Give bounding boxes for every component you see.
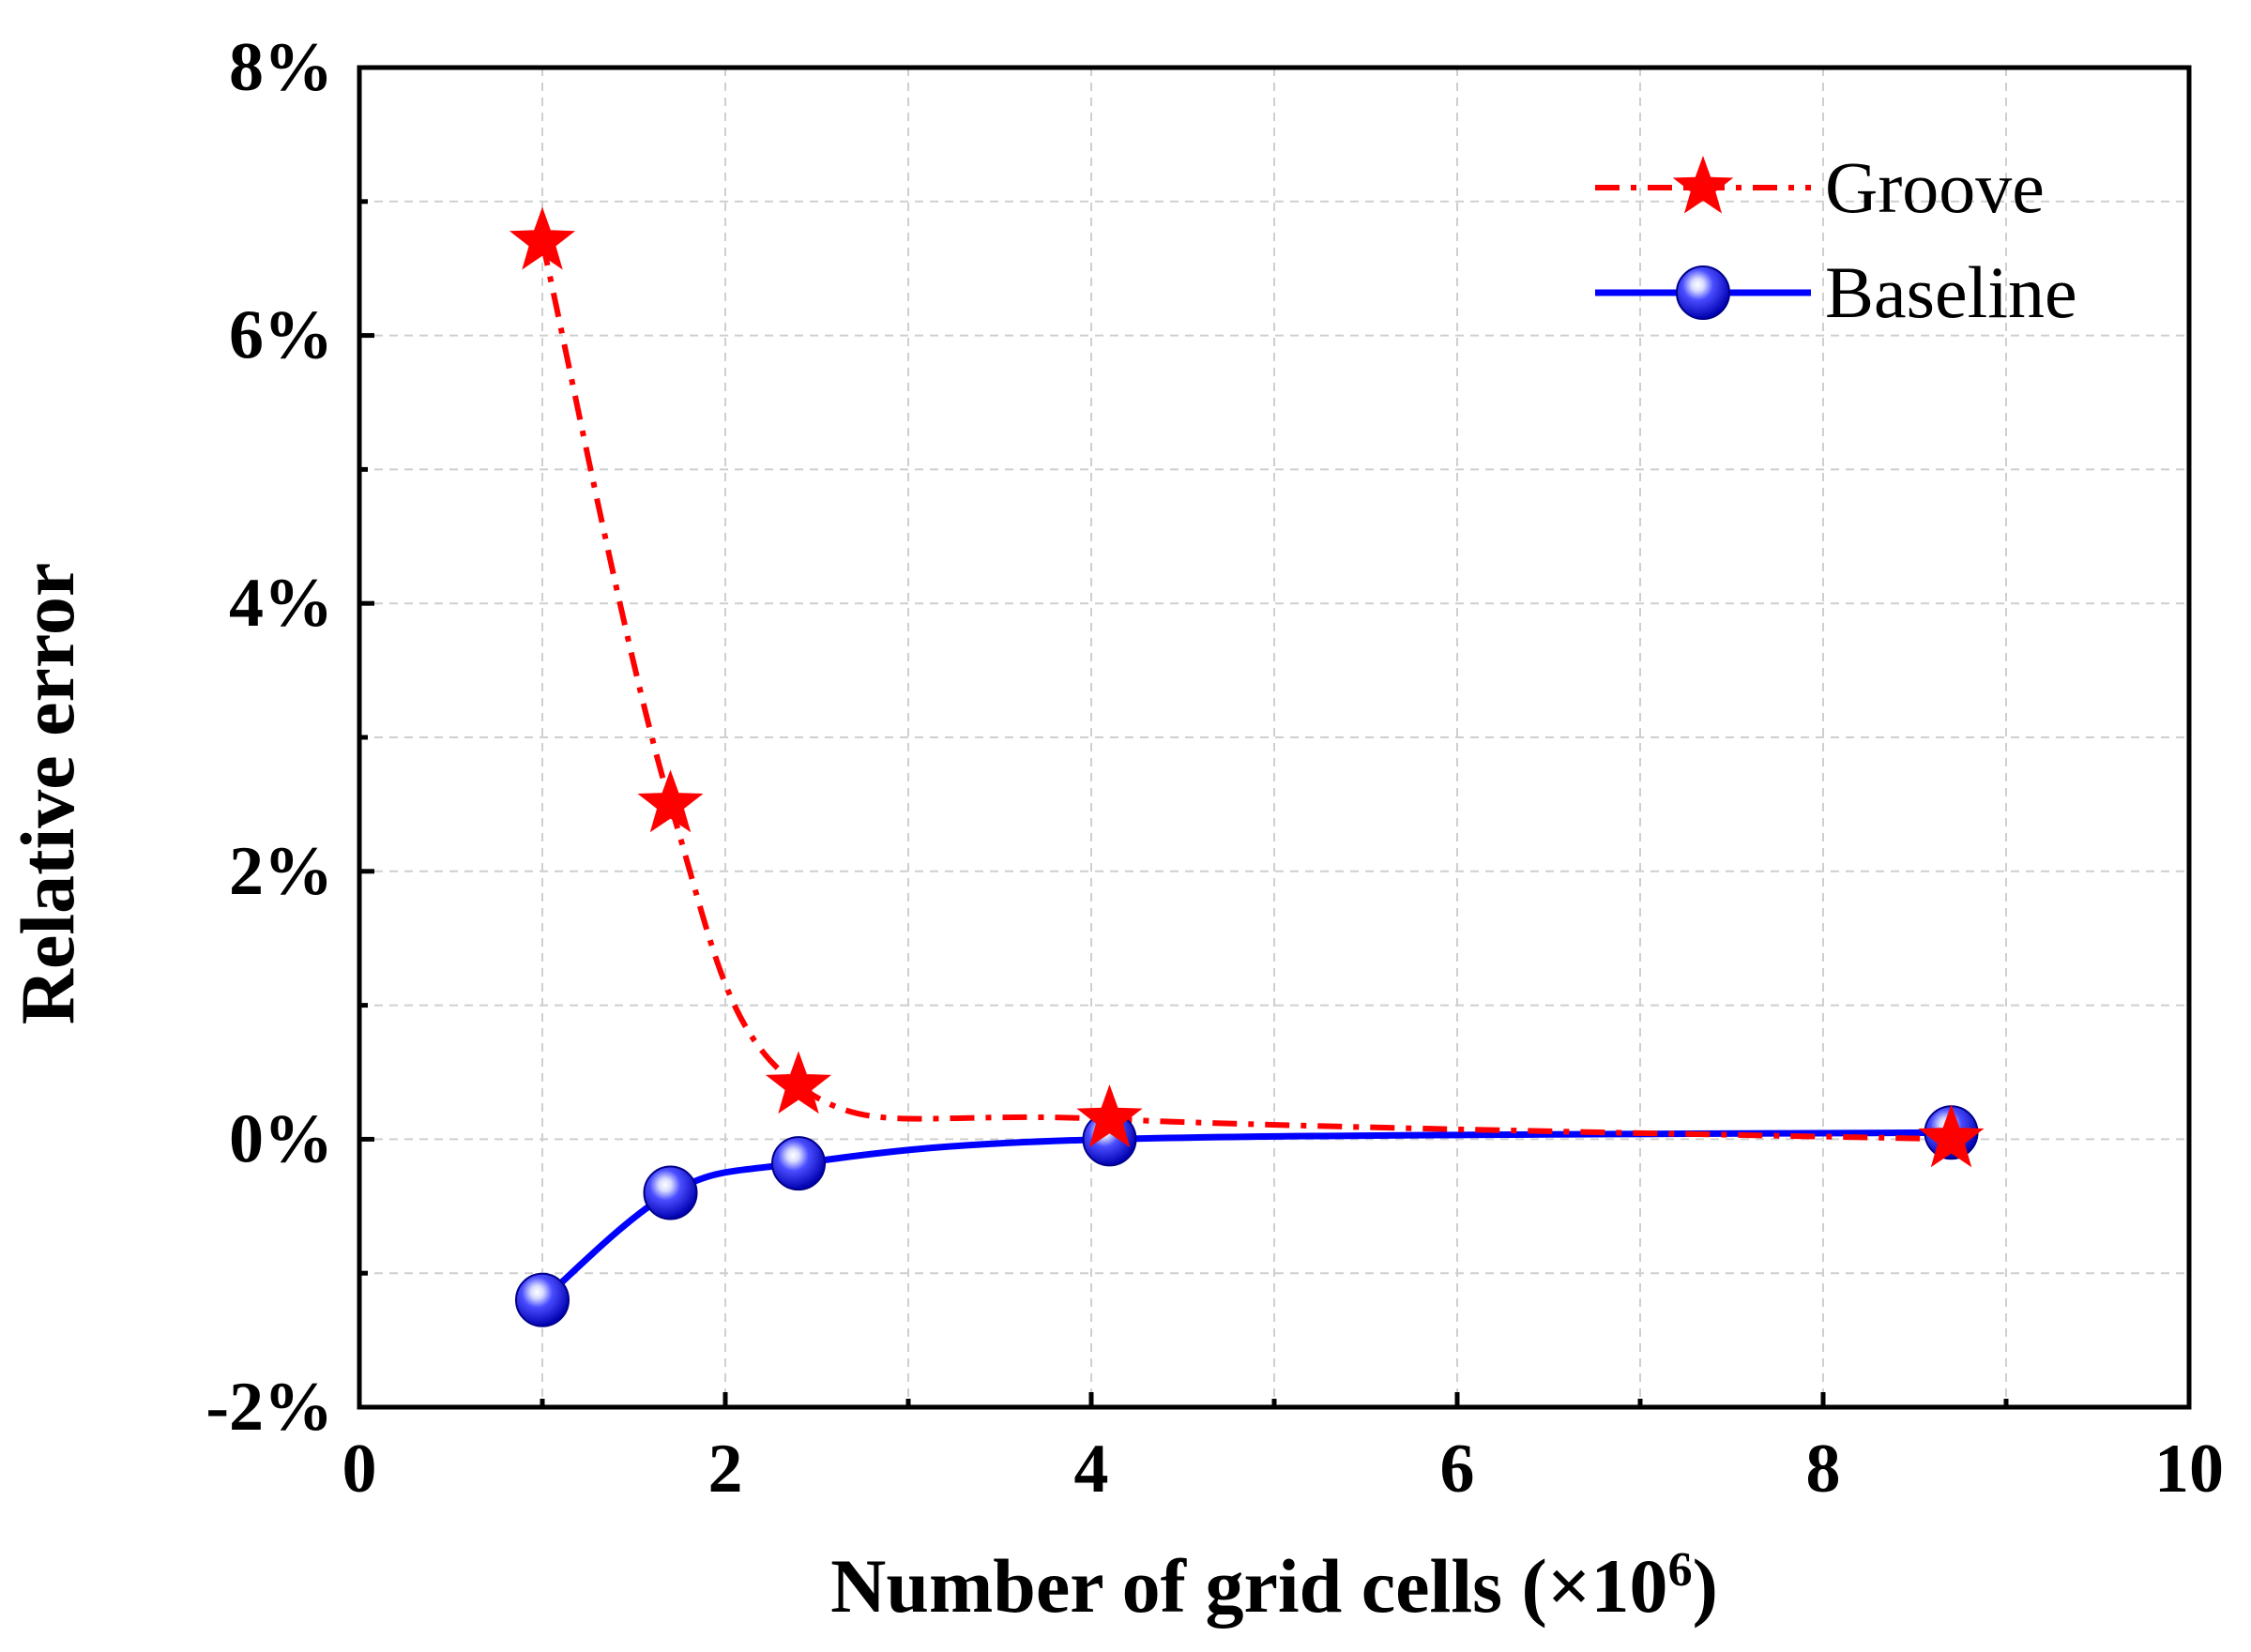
data-point-groove bbox=[1918, 1104, 1985, 1168]
x-tick-label: 0 bbox=[342, 1431, 377, 1508]
legend: Groove Baseline bbox=[1595, 146, 2077, 333]
data-point-groove bbox=[1076, 1084, 1143, 1147]
series-lines bbox=[540, 240, 1952, 1303]
x-axis-title-main: Number of grid cells (×10 bbox=[830, 1543, 1667, 1629]
x-tick-label: 2 bbox=[708, 1431, 743, 1508]
y-tick-label: 8% bbox=[229, 29, 333, 106]
axis-ticks: 0 2 4 6 8 10 -2% 0% 2% 4% 6% 8% bbox=[205, 29, 2224, 1508]
data-point-baseline bbox=[771, 1136, 826, 1191]
data-point-groove bbox=[509, 206, 576, 270]
legend-label-groove: Groove bbox=[1825, 146, 2045, 228]
grid bbox=[359, 68, 2189, 1407]
y-tick-label: 6% bbox=[229, 297, 333, 374]
x-tick-label: 6 bbox=[1440, 1431, 1475, 1508]
legend-marker-groove bbox=[1672, 156, 1734, 214]
data-point-groove bbox=[765, 1051, 832, 1114]
x-tick-label: 10 bbox=[2154, 1431, 2224, 1508]
data-point-baseline bbox=[643, 1165, 698, 1220]
series-markers bbox=[509, 206, 1985, 1327]
data-point-baseline bbox=[515, 1272, 570, 1327]
y-tick-label: 4% bbox=[229, 565, 333, 642]
y-tick-label: 2% bbox=[229, 833, 333, 910]
data-point-groove bbox=[637, 769, 704, 833]
y-axis-title: Relative error bbox=[5, 563, 90, 1024]
x-axis-title: Number of grid cells (×106) bbox=[830, 1543, 1718, 1629]
y-tick-label: -2% bbox=[205, 1369, 333, 1446]
x-axis-title-superscript: 6 bbox=[1668, 1543, 1693, 1597]
x-axis-title-suffix: ) bbox=[1693, 1543, 1718, 1629]
legend-marker-baseline bbox=[1676, 265, 1730, 320]
series-line-groove bbox=[540, 240, 1952, 1143]
legend-label-baseline: Baseline bbox=[1825, 251, 2077, 333]
series-line-baseline bbox=[540, 1129, 1952, 1303]
y-tick-label: 0% bbox=[229, 1100, 333, 1177]
x-tick-label: 8 bbox=[1806, 1431, 1841, 1508]
x-tick-label: 4 bbox=[1074, 1431, 1109, 1508]
